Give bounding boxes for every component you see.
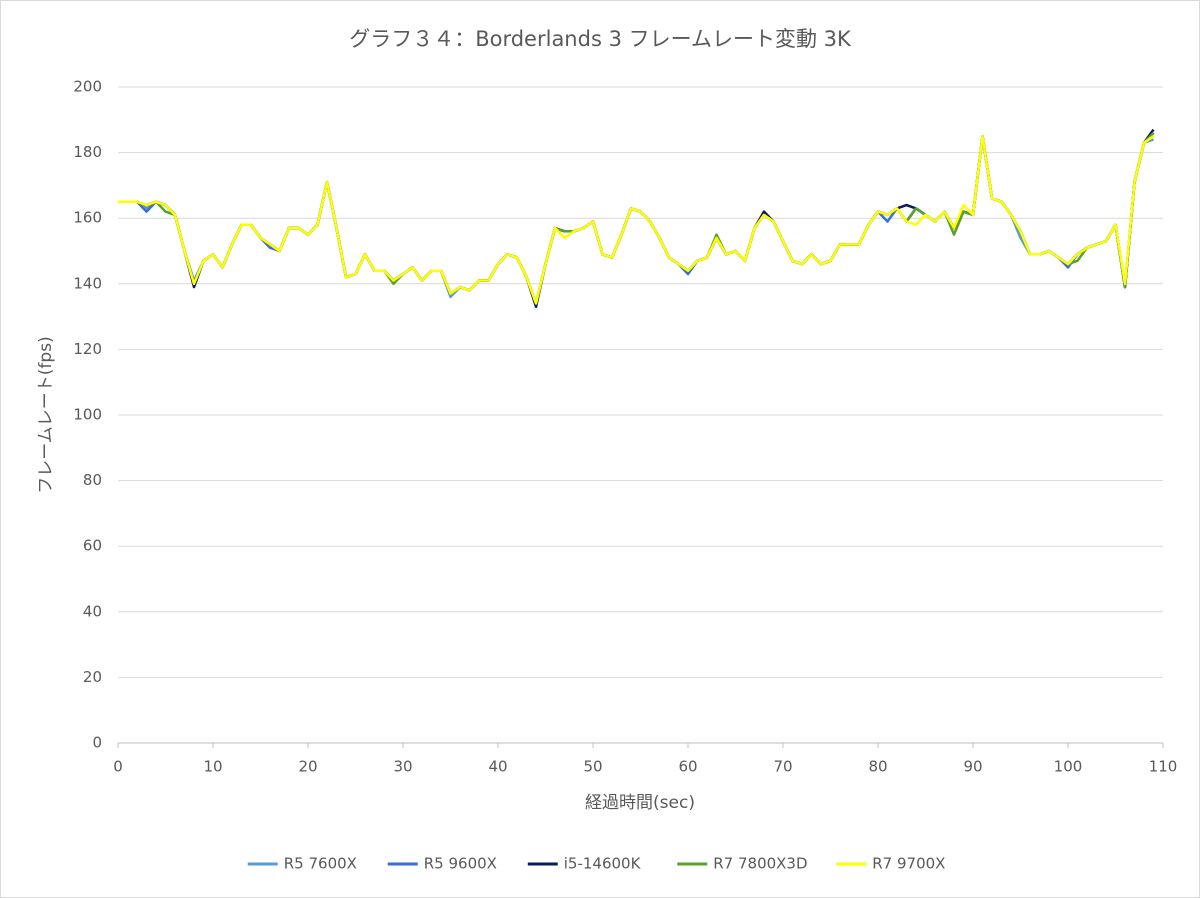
x-tick-label: 110 <box>1149 758 1178 776</box>
y-tick-label: 140 <box>73 274 102 292</box>
grid: 0 20 40 60 80 100 120 140 160 180 200 0 10 20 30 40 50 60… <box>73 78 1177 776</box>
x-tick-label: 0 <box>113 758 123 776</box>
y-tick-label: 160 <box>73 209 102 227</box>
legend-label: i5-14600K <box>564 855 642 873</box>
y-tick-label: 180 <box>73 143 102 161</box>
y-tick-label: 120 <box>73 340 102 358</box>
x-tick-label: 100 <box>1054 758 1083 776</box>
x-tick-label: 20 <box>298 758 317 776</box>
legend-label: R5 9600X <box>424 855 497 873</box>
y-tick-label: 20 <box>83 668 102 686</box>
x-tick-label: 40 <box>488 758 507 776</box>
y-tick-label: 60 <box>83 537 102 555</box>
x-tick-label: 50 <box>583 758 602 776</box>
chart-title: グラフ３４：Borderlands 3 フレームレート変動 3K <box>349 27 852 51</box>
y-axis-title: フレームレート(fps) <box>36 336 56 493</box>
x-axis-title: 経過時間(sec) <box>585 793 695 813</box>
x-tick-label: 90 <box>963 758 982 776</box>
y-tick-label: 0 <box>92 734 102 752</box>
y-tick-label: 40 <box>83 602 102 620</box>
legend-label: R7 7800X3D <box>713 855 807 873</box>
x-tick-label: 10 <box>203 758 222 776</box>
x-tick-label: 70 <box>773 758 792 776</box>
y-tick-label: 200 <box>73 78 102 96</box>
x-tick-label: 60 <box>678 758 697 776</box>
x-tick-label: 80 <box>868 758 887 776</box>
y-tick-label: 100 <box>73 406 102 424</box>
y-tick-label: 80 <box>83 471 102 489</box>
series-line <box>118 134 1155 305</box>
legend: R5 7600X R5 9600X i5-14600K R7 7800X3D R7 97… <box>247 855 945 873</box>
x-tick-label: 30 <box>393 758 412 776</box>
plot-area <box>118 128 1155 309</box>
legend-label: R5 7600X <box>284 855 357 873</box>
legend-label: R7 9700X <box>872 855 945 873</box>
